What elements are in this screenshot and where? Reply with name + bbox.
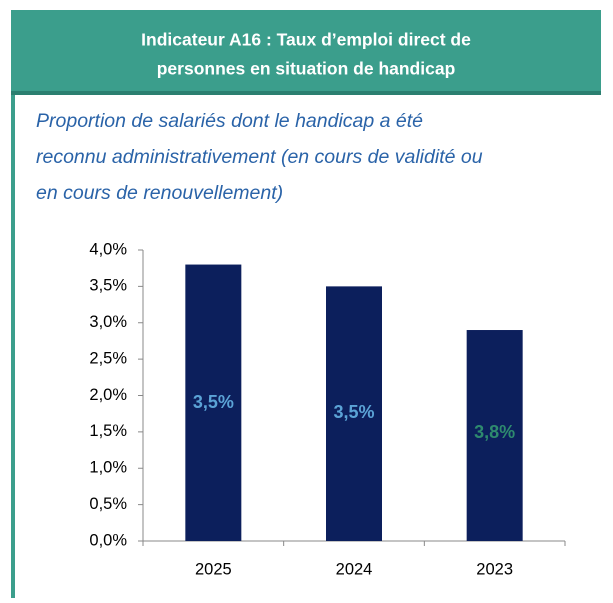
y-tick-label: 3,0% [89,313,127,331]
bar [466,330,523,541]
side-rule [11,95,15,598]
y-tick-label: 1,5% [89,422,127,440]
x-tick-label: 2024 [336,560,373,578]
y-tick-label: 2,0% [89,386,127,404]
annotation: 3,5% [333,402,374,422]
subtitle: en cours de renouvellement) [36,182,283,204]
y-tick-label: 1,0% [89,459,127,477]
header-border [11,91,601,95]
y-tick-label: 0,5% [89,495,127,513]
x-tick-label: 2023 [476,560,513,578]
y-tick-label: 4,0% [89,240,127,258]
header-title: personnes en situation de handicap [157,59,456,79]
x-tick-label: 2025 [195,560,232,578]
y-tick-label: 0,0% [89,531,127,549]
subtitle: reconnu administrativement (en cours de … [36,146,483,168]
bar [185,264,242,541]
header-box [11,10,601,95]
annotation: 3,5% [193,392,234,412]
header-title: Indicateur A16 : Taux d’emploi direct de [141,30,471,50]
y-tick-label: 2,5% [89,349,127,367]
bar [326,286,382,541]
y-tick-label: 3,5% [89,277,127,295]
annotation: 3,8% [474,422,515,442]
subtitle: Proportion de salariés dont le handicap … [36,110,423,132]
